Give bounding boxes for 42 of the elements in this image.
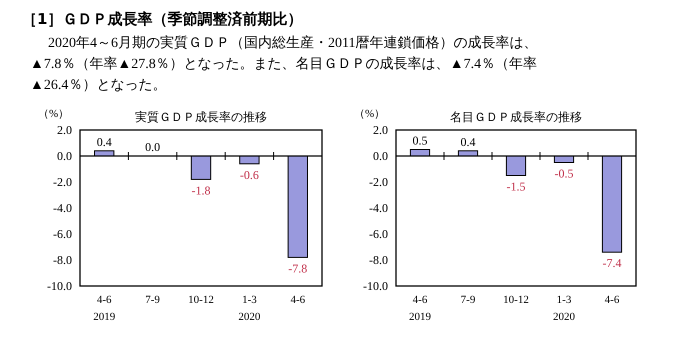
- x-tick-label: 7-9: [460, 294, 476, 306]
- x-tick-label: 4-6 2019: [93, 294, 116, 323]
- y-tick-label: -8.0: [369, 253, 388, 267]
- y-tick-label: -10.0: [47, 279, 72, 293]
- data-label: 0.4: [460, 134, 476, 149]
- data-label: -1.8: [192, 183, 210, 198]
- text: ▲7.8％（年率▲27.8％）となった。また、名目ＧＤＰの成長率は、▲7.4％（年率: [30, 56, 538, 72]
- data-label: -0.6: [240, 168, 259, 182]
- chart-title: 名目ＧＤＰ成長率の推移: [450, 110, 582, 124]
- y-tick-label: -2.0: [53, 175, 72, 189]
- text: 2020年4～6月期の実質ＧＤＰ（国内総生産・2011暦年連鎖価格）の成長率は、: [48, 35, 538, 51]
- y-tick-label: -10.0: [363, 279, 388, 293]
- y-tick-label: -4.0: [53, 201, 72, 215]
- data-label: -7.4: [602, 256, 622, 270]
- y-tick-label: -6.0: [369, 227, 388, 241]
- y-axis-title: （%）: [38, 108, 70, 120]
- x-tick-label: 1-3 2020: [553, 294, 576, 323]
- text: ▲26.4％）となった。: [30, 78, 166, 93]
- x-tick-label: 1-3 2020: [238, 294, 261, 323]
- x-tick-label: 10-12: [188, 294, 214, 306]
- y-tick-label: 0.0: [57, 149, 72, 163]
- y-tick-label: -2.0: [369, 175, 388, 189]
- data-label: 0.5: [412, 134, 428, 148]
- y-tick-label: -8.0: [53, 253, 72, 267]
- y-tick-label: -4.0: [369, 201, 388, 215]
- x-tick-label: 4-6: [604, 294, 620, 306]
- x-tick-label: 4-6 2019: [409, 294, 432, 323]
- y-tick-label: -6.0: [53, 227, 72, 241]
- y-axis-title: （%）: [354, 108, 386, 120]
- text: ［1］ＧＤＰ成長率（季節調整済前期比）: [22, 10, 302, 28]
- y-tick-label: 2.0: [57, 123, 72, 137]
- x-tick-label: 4-6: [290, 294, 306, 306]
- x-tick-label: 10-12: [503, 294, 529, 306]
- y-tick-label: 2.0: [373, 123, 388, 137]
- data-label: -7.8: [288, 261, 308, 276]
- y-tick-label: 0.0: [373, 149, 388, 163]
- data-label: 0.0: [145, 140, 160, 154]
- data-label: -0.5: [554, 166, 574, 180]
- data-label: -1.5: [506, 180, 526, 194]
- x-tick-label: 7-9: [145, 294, 160, 306]
- data-label: 0.4: [96, 134, 112, 149]
- chart-title: 実質ＧＤＰ成長率の推移: [135, 110, 267, 124]
